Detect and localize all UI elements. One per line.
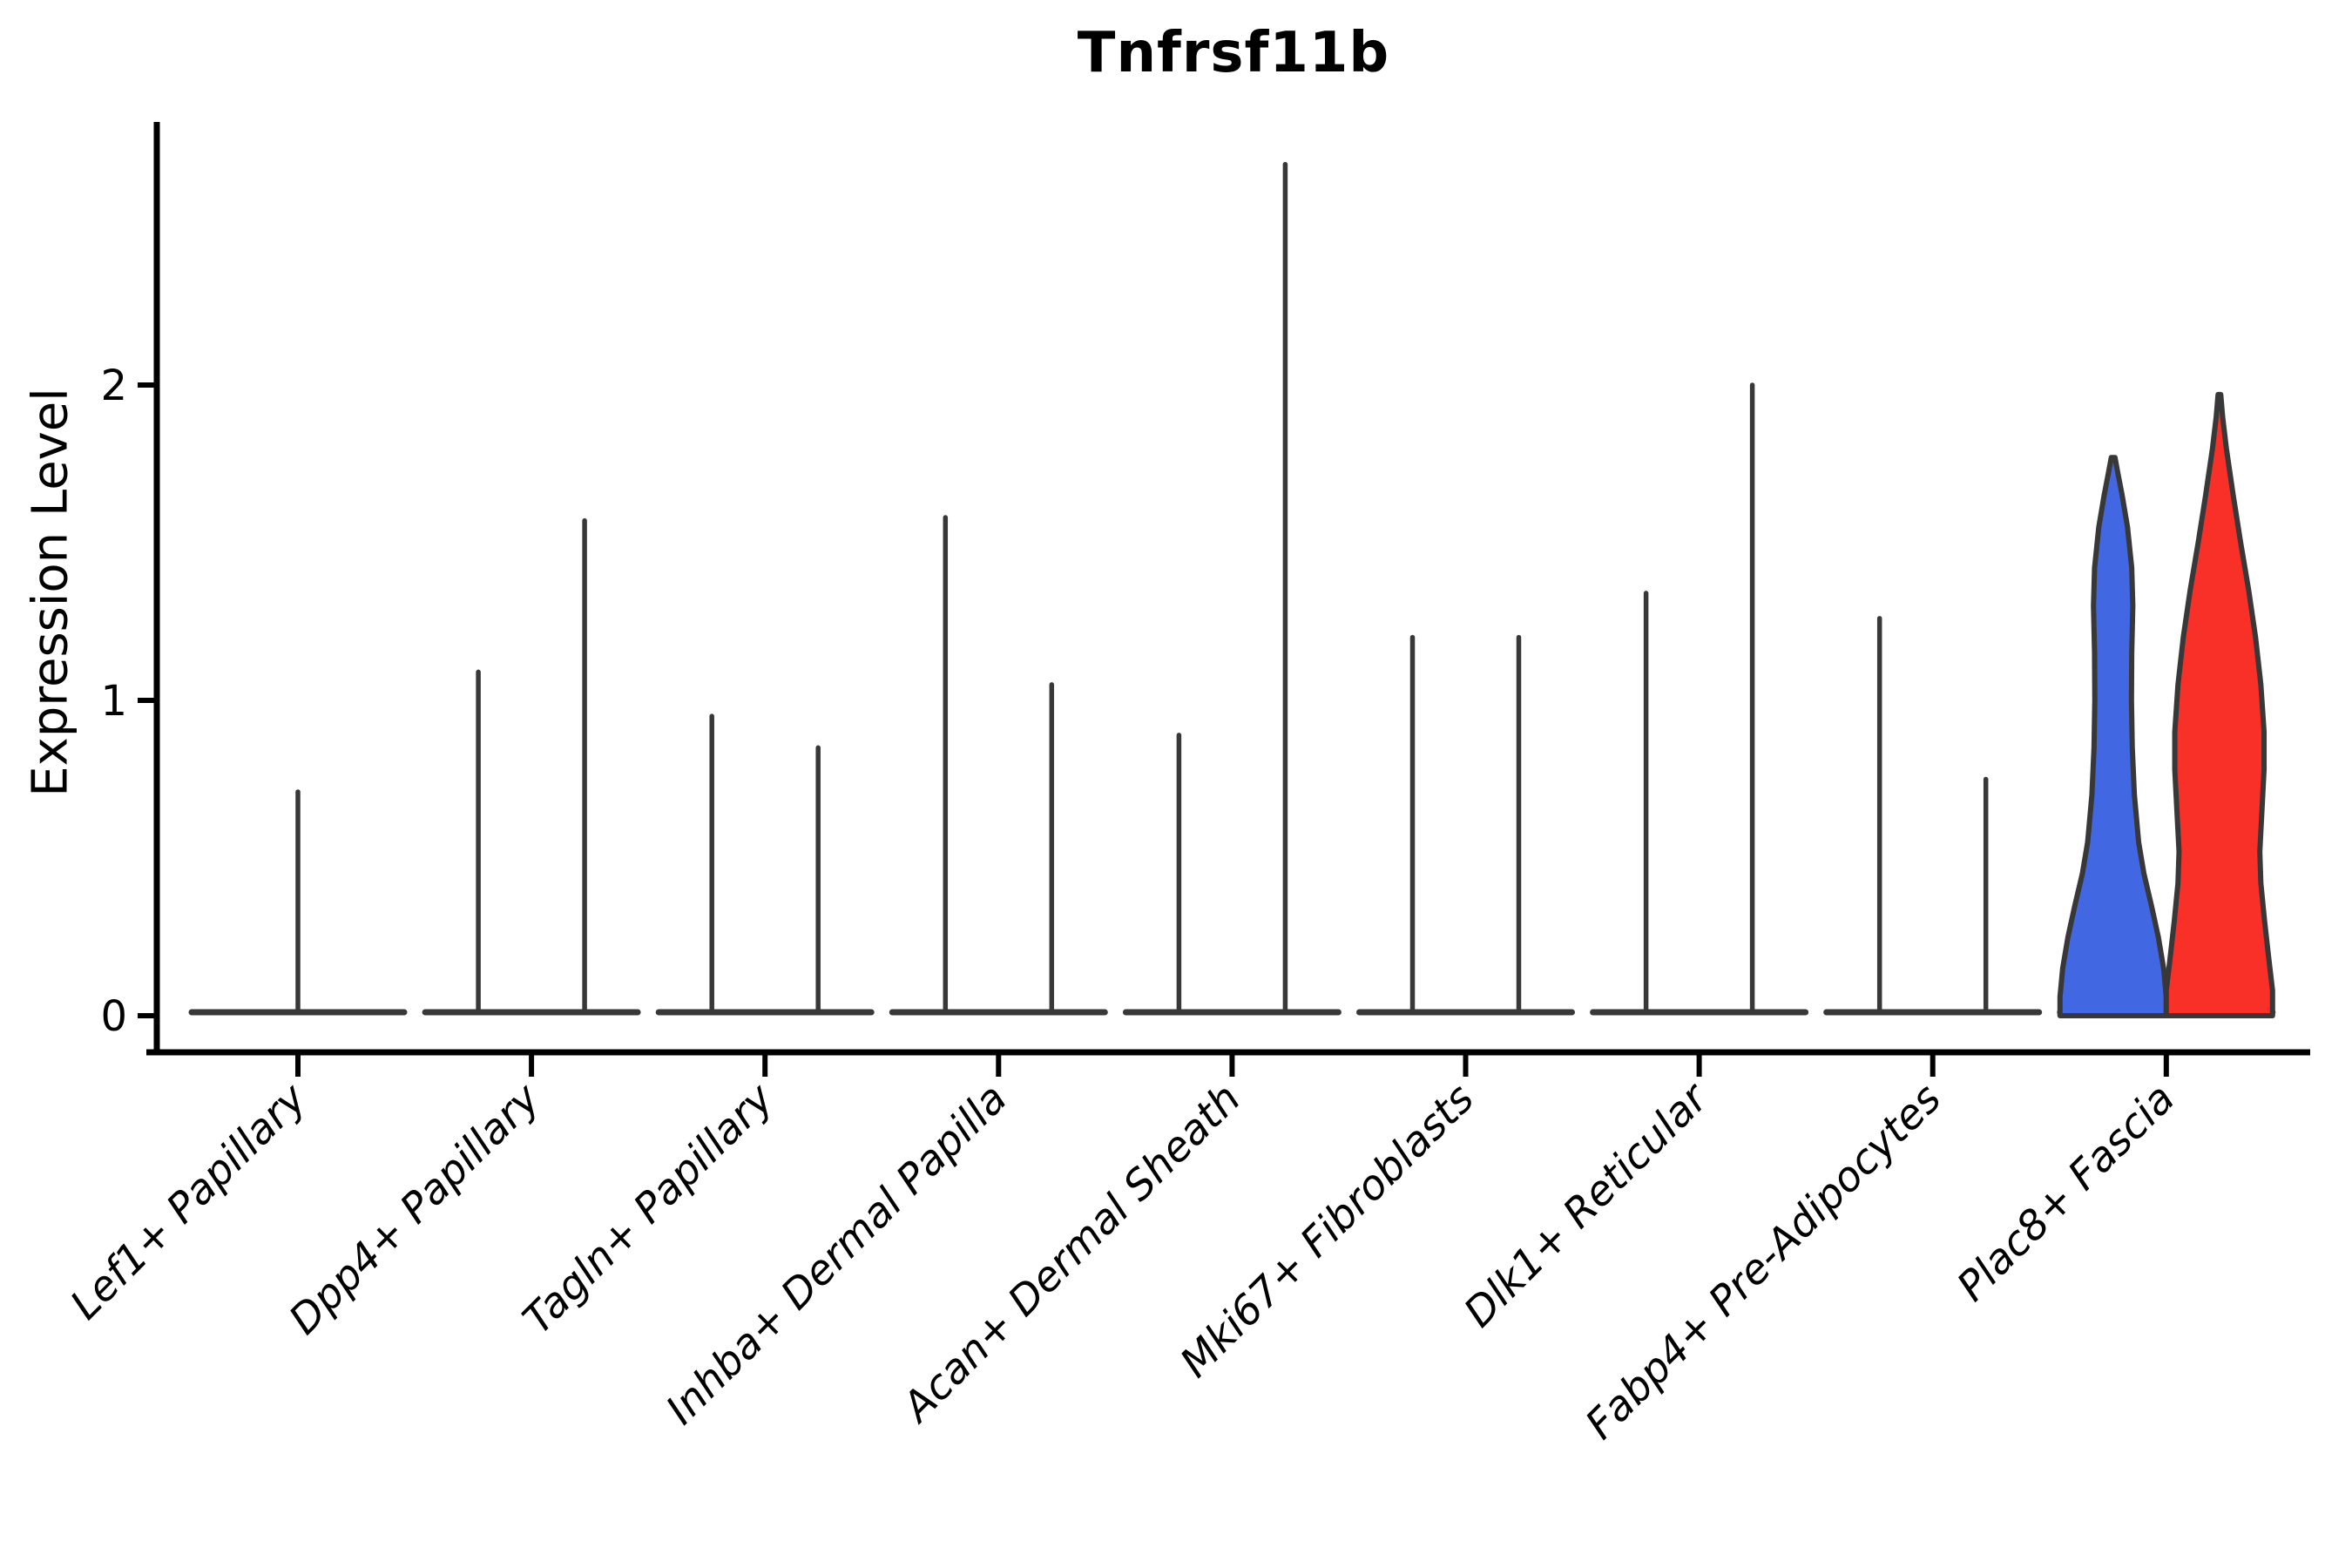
x-tick-label: Dlk1+ Reticular xyxy=(1455,1073,1719,1337)
violin-body-blue xyxy=(2057,455,2169,1018)
y-tick-label: 2 xyxy=(100,362,127,410)
violin-body-red xyxy=(2163,391,2275,1018)
x-tick-label: Lef1+ Papillary xyxy=(61,1074,316,1329)
x-tick-label: Dpp4+ Papillary xyxy=(280,1074,550,1344)
y-tick-label: 1 xyxy=(100,677,127,726)
y-tick-label: 0 xyxy=(100,992,127,1041)
chart-title: Tnfrsf11b xyxy=(1077,21,1390,85)
x-tick-label: Tagln+ Papillary xyxy=(514,1074,784,1344)
x-tick-label: Plac8+ Fascia xyxy=(1948,1075,2184,1311)
